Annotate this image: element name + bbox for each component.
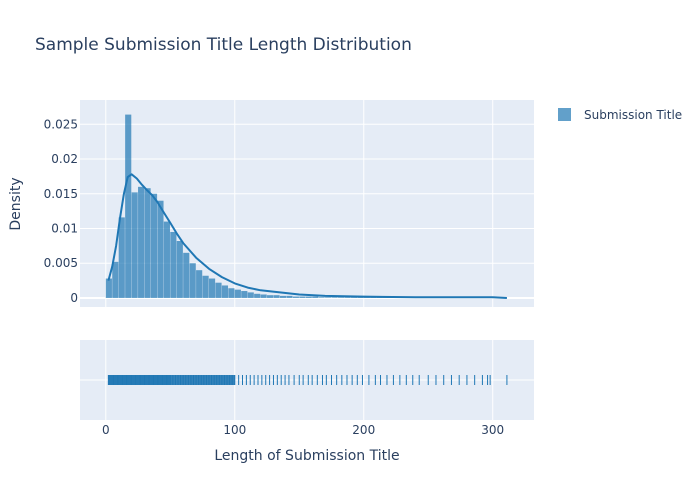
- histogram-bar: [228, 288, 235, 298]
- y-axis-title: Density: [8, 177, 24, 230]
- rug-plot: 0 100 200 300: [80, 340, 534, 437]
- histogram-bar: [112, 261, 119, 298]
- histogram-bar: [305, 296, 312, 298]
- histogram-bar: [208, 278, 216, 298]
- histogram-bar: [189, 263, 196, 298]
- y-axis-ticks: 0 0.005 0.01 0.015 0.02 0.025: [44, 117, 78, 305]
- histogram-bar: [150, 193, 158, 298]
- histogram-bar: [279, 295, 287, 298]
- histogram-bar: [337, 297, 345, 298]
- histogram-bar: [312, 296, 319, 298]
- histogram-bar: [176, 241, 183, 298]
- x-tick-label: 300: [481, 423, 504, 437]
- histogram-bar: [254, 293, 261, 298]
- y-tick-label: 0.005: [44, 256, 78, 270]
- legend-swatch: [558, 108, 571, 121]
- y-tick-label: 0.015: [44, 187, 78, 201]
- histogram-bar: [267, 295, 274, 298]
- histogram-bar: [247, 292, 254, 298]
- y-tick-label: 0.01: [51, 222, 78, 236]
- legend[interactable]: Submission Title: [558, 108, 682, 122]
- histogram-bar: [350, 297, 358, 298]
- histogram-bars: [105, 114, 506, 298]
- histogram-bar: [221, 285, 229, 298]
- y-tick-label: 0: [70, 291, 78, 305]
- legend-label: Submission Title: [584, 108, 682, 122]
- histogram-bar: [344, 297, 351, 298]
- histogram-bar: [292, 296, 299, 298]
- histogram-bar: [144, 188, 151, 298]
- y-tick-label: 0.02: [51, 152, 78, 166]
- histogram-bar: [202, 275, 209, 298]
- main-plot: 0 0.005 0.01 0.015 0.02 0.025: [44, 100, 534, 307]
- histogram-bar: [273, 295, 280, 298]
- histogram-bar: [357, 297, 364, 298]
- y-tick-label: 0.025: [44, 117, 78, 131]
- histogram-bar: [163, 221, 170, 298]
- histogram-bar: [241, 291, 248, 298]
- chart-title: Sample Submission Title Length Distribut…: [35, 35, 412, 55]
- x-tick-label: 0: [102, 423, 110, 437]
- histogram-bar: [286, 295, 293, 298]
- histogram-bar: [183, 252, 190, 298]
- histogram-bar: [118, 217, 125, 298]
- rug-marks: [107, 375, 508, 385]
- histogram-bar: [170, 231, 177, 298]
- histogram-bar: [331, 297, 338, 298]
- x-axis-ticks: 0 100 200 300: [102, 423, 504, 437]
- histogram-bar: [299, 296, 306, 298]
- histogram-bar: [105, 278, 112, 298]
- histogram-bar: [325, 297, 332, 298]
- histogram-bar: [260, 294, 267, 298]
- histogram-bar: [131, 192, 138, 298]
- histogram-bar: [318, 297, 325, 298]
- kde-line: [107, 173, 507, 299]
- histogram-bar: [215, 282, 222, 298]
- rug-dense-band: [108, 375, 235, 385]
- x-axis-title: Length of Submission Title: [214, 448, 399, 464]
- histogram-bar: [196, 270, 203, 298]
- x-tick-label: 200: [352, 423, 375, 437]
- histogram-bar: [234, 289, 241, 298]
- histogram-bar: [138, 186, 145, 298]
- histogram-bar: [157, 200, 164, 298]
- x-tick-label: 100: [223, 423, 246, 437]
- histogram-bar: [125, 114, 132, 298]
